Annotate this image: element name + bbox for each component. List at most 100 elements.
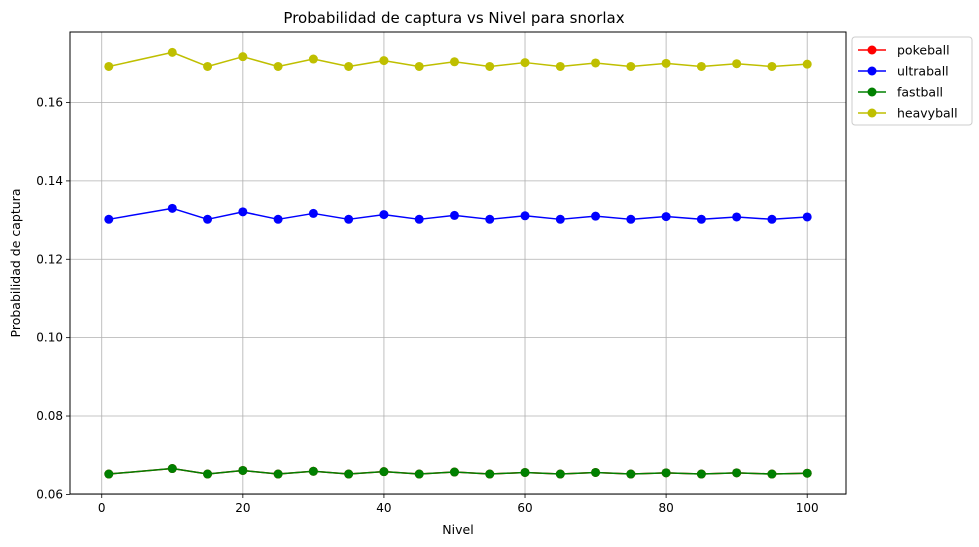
- data-point-ultraball: [661, 212, 671, 222]
- x-tick-label: 0: [98, 501, 106, 515]
- data-point-ultraball: [308, 208, 318, 218]
- legend-item-fastball: fastball: [858, 85, 943, 100]
- legend-marker: [867, 108, 877, 118]
- data-point-ultraball: [732, 212, 742, 222]
- data-point-ultraball: [344, 214, 354, 224]
- data-point-fastball: [591, 467, 601, 477]
- data-point-heavyball: [485, 61, 495, 71]
- data-point-fastball: [344, 469, 354, 479]
- legend-marker: [867, 66, 877, 76]
- x-tick-label: 80: [658, 501, 673, 515]
- data-point-heavyball: [308, 54, 318, 64]
- data-point-heavyball: [203, 61, 213, 71]
- legend: pokeball ultraball fastball heavyball: [851, 36, 973, 126]
- data-point-heavyball: [626, 61, 636, 71]
- legend-label: fastball: [897, 85, 943, 100]
- data-point-heavyball: [732, 59, 742, 69]
- data-point-ultraball: [414, 214, 424, 224]
- data-point-heavyball: [449, 57, 459, 67]
- series-heavyball: [104, 47, 812, 71]
- series-group: [104, 47, 812, 479]
- data-point-ultraball: [238, 207, 248, 217]
- legend-item-heavyball: heavyball: [858, 106, 958, 121]
- data-point-fastball: [767, 469, 777, 479]
- data-point-heavyball: [661, 58, 671, 68]
- legend-frame: [851, 36, 973, 126]
- data-point-heavyball: [767, 61, 777, 71]
- data-point-fastball: [802, 468, 812, 478]
- grid-lines: [70, 32, 846, 495]
- data-point-fastball: [104, 469, 114, 479]
- plot-frame: [69, 31, 847, 495]
- legend-item-ultraball: ultraball: [858, 64, 949, 79]
- x-tick-label: 40: [376, 501, 391, 515]
- data-point-ultraball: [379, 210, 389, 220]
- data-point-fastball: [661, 468, 671, 478]
- series-ultraball: [104, 203, 812, 224]
- legend-item-pokeball: pokeball: [858, 43, 950, 58]
- data-point-ultraball: [802, 212, 812, 222]
- y-axis-label: Probabilidad de captura: [8, 189, 23, 338]
- chart-title: Probabilidad de captura vs Nivel para sn…: [283, 9, 624, 27]
- data-point-fastball: [414, 469, 424, 479]
- legend-label: heavyball: [897, 106, 958, 121]
- series-line-ultraball: [108, 207, 808, 221]
- data-point-fastball: [203, 469, 213, 479]
- x-tick-label: 100: [796, 501, 819, 515]
- data-point-fastball: [626, 469, 636, 479]
- x-tick-label: 60: [517, 501, 532, 515]
- data-point-fastball: [308, 466, 318, 476]
- data-point-ultraball: [203, 214, 213, 224]
- data-point-heavyball: [591, 58, 601, 68]
- legend-marker: [867, 45, 877, 55]
- data-point-ultraball: [167, 203, 177, 213]
- data-point-fastball: [238, 465, 248, 475]
- data-point-heavyball: [414, 61, 424, 71]
- data-point-fastball: [485, 469, 495, 479]
- data-point-ultraball: [626, 214, 636, 224]
- legend-label: pokeball: [897, 43, 950, 58]
- y-tick-label: 0.14: [36, 174, 63, 188]
- data-point-ultraball: [520, 211, 530, 221]
- x-tick-label: 20: [235, 501, 250, 515]
- legend-items: pokeball ultraball fastball heavyball: [858, 43, 958, 121]
- legend-label: ultraball: [897, 64, 949, 79]
- data-point-heavyball: [273, 61, 283, 71]
- data-point-heavyball: [696, 61, 706, 71]
- data-point-heavyball: [104, 61, 114, 71]
- series-fastball: [104, 464, 812, 479]
- data-point-fastball: [379, 467, 389, 477]
- data-point-heavyball: [520, 58, 530, 68]
- y-tick-label: 0.06: [36, 487, 63, 501]
- data-point-fastball: [555, 469, 565, 479]
- axis-ticks: 0 20 40 60 80 100 0.06 0.08 0.10 0.12 0.14 0.16: [36, 96, 818, 515]
- series-line-heavyball: [108, 51, 808, 68]
- y-tick-label: 0.08: [36, 409, 63, 423]
- legend-marker: [867, 87, 877, 97]
- data-point-fastball: [732, 468, 742, 478]
- data-point-heavyball: [802, 59, 812, 69]
- data-point-ultraball: [696, 214, 706, 224]
- y-tick-label: 0.10: [36, 331, 63, 345]
- data-point-ultraball: [273, 214, 283, 224]
- data-point-heavyball: [379, 56, 389, 66]
- y-tick-label: 0.16: [36, 96, 63, 110]
- data-point-heavyball: [344, 61, 354, 71]
- data-point-ultraball: [449, 210, 459, 220]
- data-point-fastball: [520, 467, 530, 477]
- x-axis-label: Nivel: [442, 522, 473, 537]
- y-tick-label: 0.12: [36, 252, 63, 266]
- data-point-fastball: [696, 469, 706, 479]
- data-point-fastball: [167, 464, 177, 474]
- data-point-ultraball: [591, 211, 601, 221]
- data-point-ultraball: [485, 214, 495, 224]
- data-point-fastball: [449, 467, 459, 477]
- data-point-heavyball: [238, 52, 248, 62]
- series-line-fastball: [108, 467, 808, 475]
- data-point-ultraball: [767, 214, 777, 224]
- data-point-ultraball: [104, 214, 114, 224]
- data-point-ultraball: [555, 214, 565, 224]
- data-point-fastball: [273, 469, 283, 479]
